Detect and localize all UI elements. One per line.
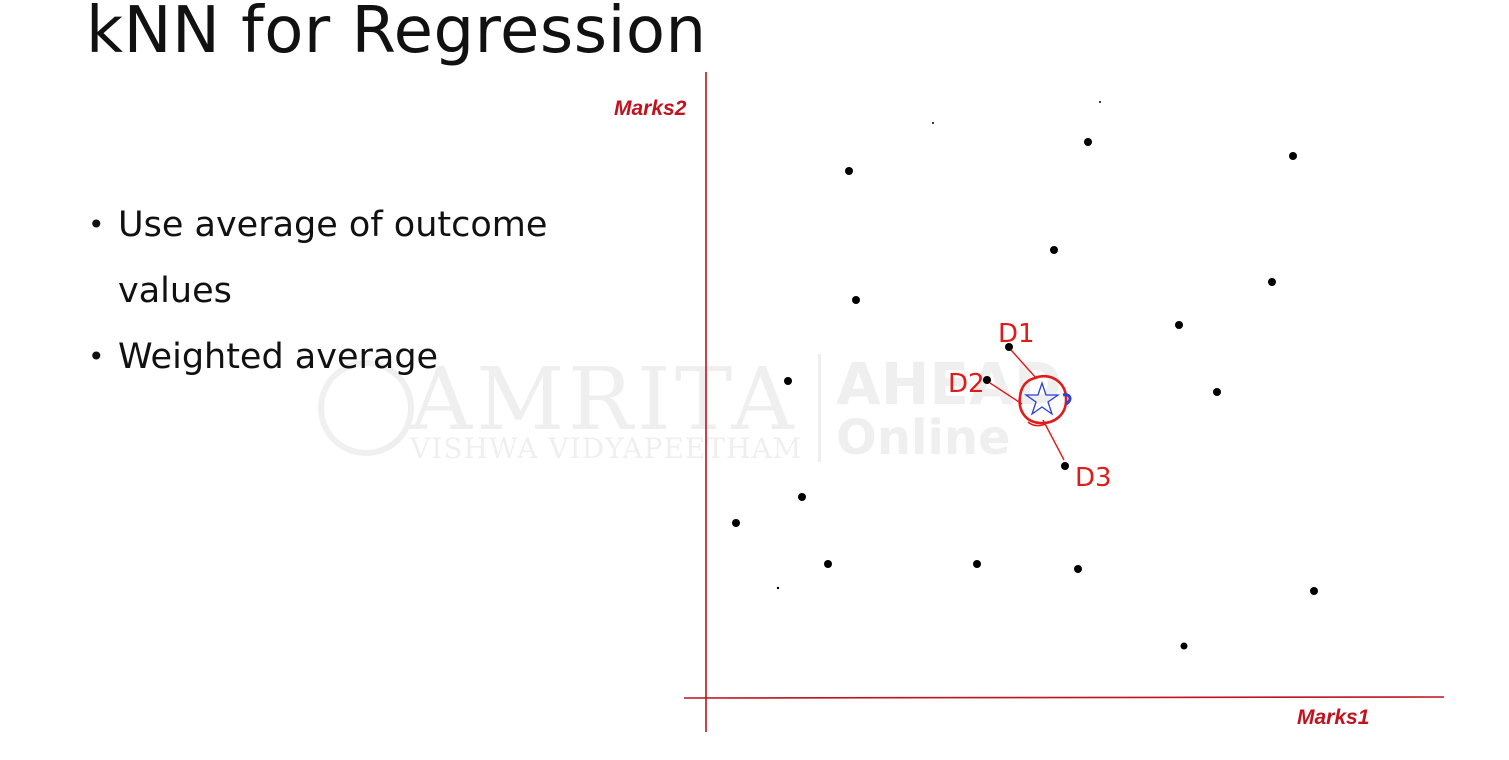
bullet-text: Weighted average xyxy=(118,337,439,377)
query-circle-tail xyxy=(1027,421,1047,427)
bullet-item: • Weighted average xyxy=(86,324,626,390)
data-point xyxy=(1061,462,1069,470)
data-point xyxy=(1050,246,1058,254)
data-point-speck xyxy=(1099,101,1101,103)
query-mark xyxy=(1062,393,1072,406)
bullet-text: Use average of outcome values xyxy=(118,205,548,311)
data-point xyxy=(1180,642,1188,650)
data-point xyxy=(973,560,981,568)
star-icon xyxy=(1023,380,1061,416)
data-point xyxy=(798,493,806,501)
data-point xyxy=(1310,587,1318,595)
query-circle xyxy=(1018,375,1068,425)
data-point xyxy=(1213,388,1221,396)
data-point xyxy=(1175,321,1183,329)
distance-lines xyxy=(989,349,1065,461)
x-axis xyxy=(683,696,1445,699)
label-d2: D2 xyxy=(948,369,985,399)
bullet-list: • Use average of outcome values • Weight… xyxy=(86,192,626,390)
data-point xyxy=(824,560,832,568)
bullet-dot-icon: • xyxy=(88,208,105,241)
data-point xyxy=(1005,343,1013,351)
distance-line-d1 xyxy=(1010,349,1037,379)
data-point xyxy=(1084,138,1092,146)
x-axis-label: Marks1 xyxy=(1297,706,1369,729)
data-point xyxy=(732,519,740,527)
data-point xyxy=(983,376,991,384)
data-point xyxy=(784,377,792,385)
data-points xyxy=(732,101,1318,650)
data-point-speck xyxy=(776,586,780,590)
y-axis-label: Marks2 xyxy=(614,97,687,120)
distance-line-d3 xyxy=(1042,419,1065,461)
label-d3: D3 xyxy=(1075,463,1112,493)
query-point xyxy=(1018,375,1072,427)
data-point-speck xyxy=(932,122,934,124)
data-point xyxy=(1289,152,1297,160)
data-point xyxy=(852,296,860,304)
bullet-item: • Use average of outcome values xyxy=(86,192,626,324)
label-d1: D1 xyxy=(998,319,1035,349)
distance-line-d2 xyxy=(989,382,1023,405)
data-point xyxy=(1268,278,1276,286)
data-point xyxy=(845,167,853,175)
bullet-dot-icon: • xyxy=(88,340,105,373)
slide-title: kNN for Regression xyxy=(86,0,707,68)
data-point xyxy=(1074,565,1082,573)
